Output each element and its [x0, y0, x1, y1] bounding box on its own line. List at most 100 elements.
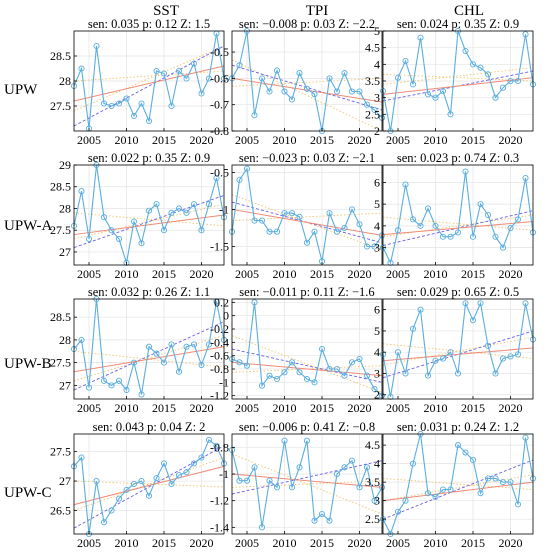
x-tick-label: 2010 — [115, 536, 139, 548]
panel-upw-b-chl: 2005 2010 2015 2020 2 3 4 5 6 sen: 0.029 p: 0.65 … — [374, 285, 537, 415]
data-point — [311, 379, 318, 386]
data-point — [326, 210, 333, 217]
data-point — [198, 361, 205, 368]
confidence-band-line — [73, 203, 225, 240]
sen-trend-line — [73, 346, 225, 373]
sen-trend-line — [231, 77, 383, 103]
data-point — [363, 101, 371, 108]
data-point — [138, 100, 145, 107]
x-tick-label: 2020 — [190, 267, 214, 281]
data-point — [108, 507, 115, 514]
data-point — [130, 359, 138, 366]
plot-frame — [231, 298, 383, 400]
y-tick-label: 2 — [374, 388, 380, 402]
y-tick-label: 5 — [374, 197, 380, 211]
col-title-tpi: TPI — [306, 3, 329, 19]
data-point — [153, 201, 160, 208]
data-point — [100, 377, 108, 384]
data-point — [447, 349, 454, 356]
y-tick-label: -1.5 — [210, 239, 229, 253]
x-tick-label: 2005 — [386, 133, 410, 147]
data-point — [198, 227, 205, 234]
y-tick-label: 4 — [374, 457, 380, 471]
y-tick-label: -1 — [219, 375, 229, 389]
data-point — [492, 475, 499, 482]
data-point — [205, 201, 213, 208]
data-point — [326, 75, 333, 82]
data-point — [213, 442, 220, 449]
data-point — [296, 70, 303, 77]
y-tick-label: 4.5 — [365, 438, 380, 452]
panel-stats-label: sen: −0.011 p: 0.11 Z: −1.6 — [239, 285, 374, 299]
data-point — [303, 85, 311, 92]
x-tick-label: 2005 — [386, 536, 410, 548]
y-tick-label: 2 — [374, 124, 380, 138]
data-point — [439, 355, 447, 362]
x-tick-label: 2015 — [152, 267, 176, 281]
data-point — [492, 233, 499, 240]
data-point — [123, 259, 130, 266]
data-point — [303, 375, 311, 383]
data-point — [417, 306, 424, 313]
data-point — [243, 477, 251, 484]
data-point — [130, 218, 138, 225]
panel-upw-c-tpi: 2005 2010 2015 2020 -0.8 -1 -1.2 -1.4 sen: −0.00… — [210, 420, 386, 550]
data-point — [190, 460, 198, 467]
x-tick-label: 2020 — [348, 267, 372, 281]
y-tick-label: 28 — [59, 333, 71, 347]
panel-stats-label: sen: 0.035 p: 0.12 Z: 1.5 — [88, 17, 210, 31]
data-point — [78, 65, 85, 72]
data-point — [492, 94, 499, 101]
data-point — [115, 100, 123, 107]
data-point — [514, 501, 522, 508]
data-point — [424, 205, 432, 212]
confidence-band-line — [73, 334, 225, 382]
y-tick-label: -0.8 — [210, 362, 229, 376]
data-point — [153, 475, 160, 482]
y-tick-label: 27 — [59, 474, 71, 488]
data-point — [477, 300, 484, 307]
sen-trend-line — [231, 473, 383, 488]
y-tick-label: 5 — [374, 324, 380, 338]
data-point — [130, 480, 138, 488]
data-point — [175, 67, 183, 75]
plot-frame — [231, 164, 383, 266]
confidence-band-line — [382, 73, 534, 82]
data-point — [522, 174, 529, 182]
data-point — [251, 112, 258, 119]
x-tick-label: 2010 — [273, 133, 297, 147]
y-tick-label: 5 — [374, 24, 380, 38]
data-point — [251, 299, 258, 306]
data-point — [409, 216, 417, 223]
data-point — [402, 370, 409, 377]
confidence-band-line — [73, 350, 225, 368]
data-point — [258, 75, 266, 82]
data-point — [198, 90, 205, 97]
x-tick-label: 2010 — [273, 401, 297, 415]
data-point — [175, 368, 183, 375]
row-label-upw-c: UPW-C — [4, 485, 52, 501]
data-point — [251, 217, 258, 224]
data-point — [183, 469, 190, 476]
y-tick-label: 2.5 — [365, 107, 380, 121]
data-point — [258, 382, 266, 389]
data-point — [341, 224, 348, 232]
x-tick-label: 2005 — [235, 267, 259, 281]
data-point — [409, 81, 417, 88]
panels-layer: 2005 2010 2015 2020 27.5 28 28.5 sen: 0.035 p: … — [50, 17, 537, 550]
data-point — [318, 345, 326, 353]
x-tick-label: 2005 — [77, 267, 101, 281]
panel-stats-label: sen: −0.006 p: 0.41 Z: −0.8 — [239, 420, 375, 434]
y-tick-label: -0.5 — [210, 45, 229, 59]
series-line — [73, 33, 225, 129]
data-point — [333, 228, 341, 235]
x-tick-label: 2020 — [499, 133, 523, 147]
data-point — [363, 464, 371, 471]
y-tick-label: 3 — [374, 494, 380, 508]
sen-trend-line — [231, 361, 383, 377]
x-tick-label: 2020 — [190, 401, 214, 415]
y-tick-label: 6 — [374, 175, 380, 189]
data-point — [153, 350, 160, 357]
panel-stats-label: sen: 0.031 p: 0.24 Z: 1.2 — [397, 420, 519, 434]
